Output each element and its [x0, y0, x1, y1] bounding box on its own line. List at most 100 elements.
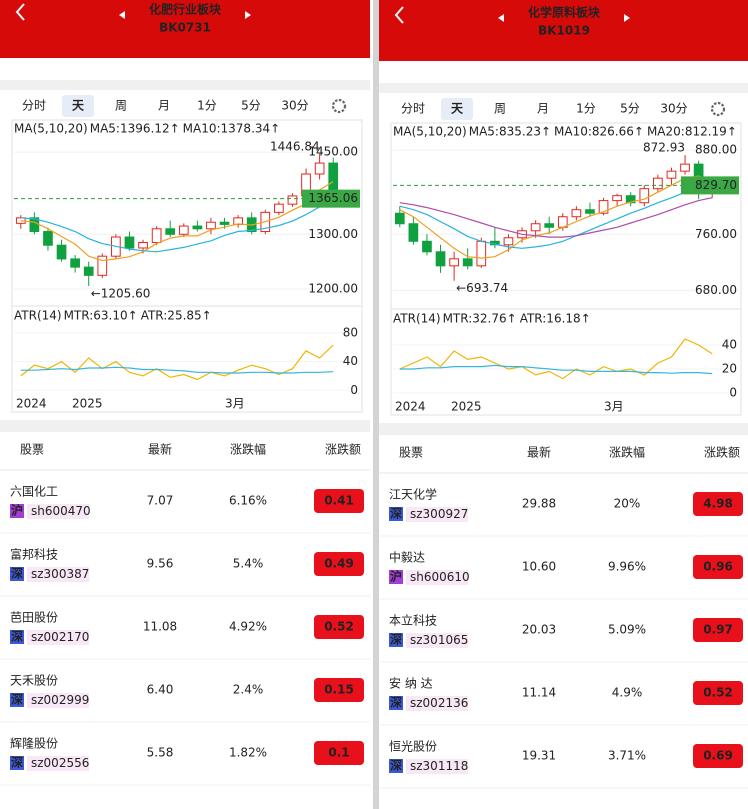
legend-entry: MA5:835.23↑	[469, 125, 551, 139]
y-tick-label: 80	[343, 325, 358, 339]
market-tag: 深	[390, 506, 402, 521]
settings-icon[interactable]	[331, 98, 347, 114]
atr-line	[20, 344, 334, 381]
tab[interactable]: 周	[115, 99, 127, 113]
separator	[379, 83, 748, 93]
candle-body	[625, 195, 636, 204]
x-tick-label: 2025	[72, 397, 103, 411]
change-pct: 4.92%	[229, 620, 267, 634]
legend-title: ATR(14)	[14, 309, 62, 323]
ma-line	[399, 186, 713, 249]
next-button[interactable]	[245, 11, 251, 19]
tab[interactable]: 天	[451, 102, 464, 116]
legend-title: MA(5,10,20)	[393, 125, 467, 139]
y-tick-label: 880.00	[695, 143, 737, 157]
tab[interactable]: 1分	[576, 102, 596, 116]
header-title: 化学原料板块	[528, 5, 601, 20]
stock-name[interactable]: 本立科技	[389, 613, 437, 628]
change-amount: 0.49	[324, 557, 354, 571]
stock-code: sh600610	[410, 570, 470, 584]
tab[interactable]: 月	[537, 102, 549, 116]
candle-body	[530, 223, 541, 232]
market-tag-bg	[389, 633, 403, 647]
price: 5.58	[147, 746, 174, 760]
separator	[379, 423, 748, 435]
market-tag-bg	[10, 756, 24, 770]
stock-name[interactable]: 芭田股份	[10, 611, 58, 625]
candle-body	[653, 177, 663, 190]
atr-line	[20, 366, 334, 374]
code-bg	[406, 696, 468, 711]
code-bg	[27, 504, 89, 519]
stock-name[interactable]: 六国化工	[10, 485, 58, 499]
candle-body	[571, 209, 582, 218]
back-button[interactable]	[394, 6, 404, 24]
header-code: BK0731	[159, 21, 211, 35]
change-pct: 9.96%	[608, 560, 646, 574]
last-price-label: 1365.06	[308, 191, 358, 205]
change-badge	[314, 489, 364, 513]
stock-code: sz002556	[31, 756, 89, 770]
market-tag-bg	[389, 696, 403, 710]
candle-body	[124, 236, 135, 249]
candle-body	[639, 188, 650, 204]
change-badge	[693, 618, 743, 642]
header-bar	[0, 0, 370, 58]
settings-icon[interactable]	[710, 101, 726, 117]
table-header: 最新	[527, 445, 551, 460]
tab[interactable]: 30分	[660, 102, 687, 116]
candle-body	[165, 228, 176, 235]
candle-body	[97, 255, 108, 276]
chart-frame	[11, 119, 363, 413]
code-bg	[406, 507, 468, 522]
stock-name[interactable]: 辉隆股份	[10, 736, 58, 751]
legend-entry: MA10:1378.34↑	[183, 122, 281, 136]
back-button[interactable]	[15, 3, 25, 21]
price: 6.40	[147, 683, 174, 697]
price: 19.31	[522, 749, 556, 763]
tab[interactable]: 1分	[197, 99, 217, 113]
market-tag-bg	[10, 567, 24, 581]
table-header: 最新	[148, 442, 172, 457]
code-bg	[406, 570, 468, 585]
stock-name[interactable]: 天禾股份	[10, 674, 58, 688]
candle-body	[449, 258, 459, 267]
market-tag: 深	[11, 566, 23, 581]
candle-body	[612, 195, 622, 202]
candle-body	[476, 240, 487, 267]
tab[interactable]: 5分	[241, 99, 261, 113]
tab[interactable]: 月	[158, 99, 170, 113]
y-tick-label: 1300.00	[308, 227, 358, 241]
candle-body	[219, 221, 230, 225]
stock-name[interactable]: 中毅达	[389, 550, 425, 565]
legend-entry: MA10:826.66↑	[554, 125, 644, 139]
tab[interactable]: 天	[72, 99, 85, 113]
change-badge	[314, 741, 364, 765]
prev-button[interactable]	[498, 14, 504, 22]
price: 10.60	[522, 560, 556, 574]
tab[interactable]: 5分	[620, 102, 640, 116]
stock-name[interactable]: 恒光股份	[389, 740, 437, 754]
change-badge	[314, 552, 364, 576]
stock-name[interactable]: 富邦科技	[10, 547, 58, 562]
next-button[interactable]	[624, 14, 630, 22]
change-amount: 4.98	[703, 497, 733, 511]
tab-selected-bg	[62, 95, 94, 117]
stock-name[interactable]: 江天化学	[389, 487, 437, 502]
code-bg	[27, 756, 89, 771]
code-bg	[406, 759, 468, 774]
stock-name[interactable]: 安 纳 达	[389, 676, 433, 691]
low-label: ←1205.60	[91, 286, 151, 300]
market-tag-bg	[389, 759, 403, 773]
prev-button[interactable]	[119, 11, 125, 19]
ma-line	[399, 175, 713, 259]
tab[interactable]: 30分	[281, 99, 308, 113]
change-badge	[314, 678, 364, 702]
tab[interactable]: 周	[494, 102, 506, 116]
tab[interactable]: 分时	[22, 99, 46, 113]
y-tick-label: 1450.00	[308, 145, 358, 159]
change-pct: 4.9%	[612, 686, 643, 700]
legend-title: MA(5,10,20)	[14, 122, 88, 136]
tab[interactable]: 分时	[401, 102, 425, 116]
candle-body	[206, 221, 216, 230]
